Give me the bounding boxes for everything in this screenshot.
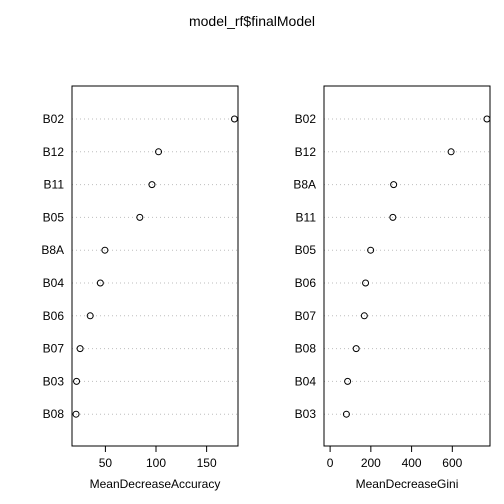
accuracy-plot-frame	[71, 85, 239, 447]
gini-point	[362, 279, 370, 287]
accuracy-category-label: B8A	[41, 243, 64, 257]
accuracy-x-tick-label: 150	[197, 456, 217, 470]
accuracy-point	[73, 377, 81, 385]
gini-point	[390, 181, 398, 189]
gini-point	[367, 246, 375, 254]
accuracy-point	[76, 345, 84, 353]
gini-category-label: B8A	[293, 178, 316, 192]
gini-category-label: B03	[295, 407, 317, 421]
gini-point	[360, 312, 368, 320]
accuracy-point	[136, 213, 144, 221]
gini-point	[389, 213, 397, 221]
accuracy-category-label: B04	[43, 276, 65, 290]
gini-category-label: B11	[296, 210, 317, 224]
accuracy-category-label: B11	[44, 178, 65, 192]
gini-point	[344, 377, 352, 385]
accuracy-x-tick-label: 100	[146, 456, 166, 470]
gini-plot-frame	[323, 85, 491, 447]
gini-panel: B02 B12 B8A B11 B05 B06 B07 B08 B04 B03 0 200 400 600…	[293, 85, 491, 491]
gini-x-axis-label: MeanDecreaseGini	[356, 477, 459, 491]
accuracy-panel: B02 B12 B11 B05 B8A B04 B06 B07 B03 B08 50 100 150 Me…	[41, 85, 239, 491]
gini-point	[352, 345, 360, 353]
gini-x-tick-label: 0	[327, 456, 334, 470]
gini-category-label: B05	[295, 243, 317, 257]
gini-category-label: B12	[295, 145, 317, 159]
accuracy-category-label: B06	[43, 309, 65, 323]
accuracy-point	[86, 312, 94, 320]
accuracy-point	[148, 181, 156, 189]
accuracy-category-label: B02	[43, 112, 65, 126]
accuracy-category-label: B07	[43, 342, 65, 356]
accuracy-category-label: B12	[43, 145, 65, 159]
accuracy-point	[96, 279, 104, 287]
gini-category-label: B08	[295, 342, 317, 356]
gini-category-label: B07	[295, 309, 317, 323]
accuracy-point	[101, 246, 109, 254]
accuracy-point	[72, 410, 80, 418]
gini-point	[447, 148, 455, 156]
gini-x-tick-label: 200	[361, 456, 381, 470]
accuracy-x-tick-label: 50	[99, 456, 113, 470]
gini-point	[342, 410, 350, 418]
accuracy-category-label: B03	[43, 374, 65, 388]
accuracy-category-label: B05	[43, 210, 65, 224]
gini-category-label: B02	[295, 112, 317, 126]
gini-x-tick-label: 600	[442, 456, 462, 470]
figure-title: model_rf$finalModel	[189, 13, 315, 29]
gini-category-label: B06	[295, 276, 317, 290]
gini-x-tick-label: 400	[402, 456, 422, 470]
accuracy-point	[155, 148, 163, 156]
gini-category-label: B04	[295, 374, 317, 388]
accuracy-category-label: B08	[43, 407, 65, 421]
accuracy-x-axis-label: MeanDecreaseAccuracy	[90, 477, 221, 491]
accuracy-point	[230, 115, 238, 123]
